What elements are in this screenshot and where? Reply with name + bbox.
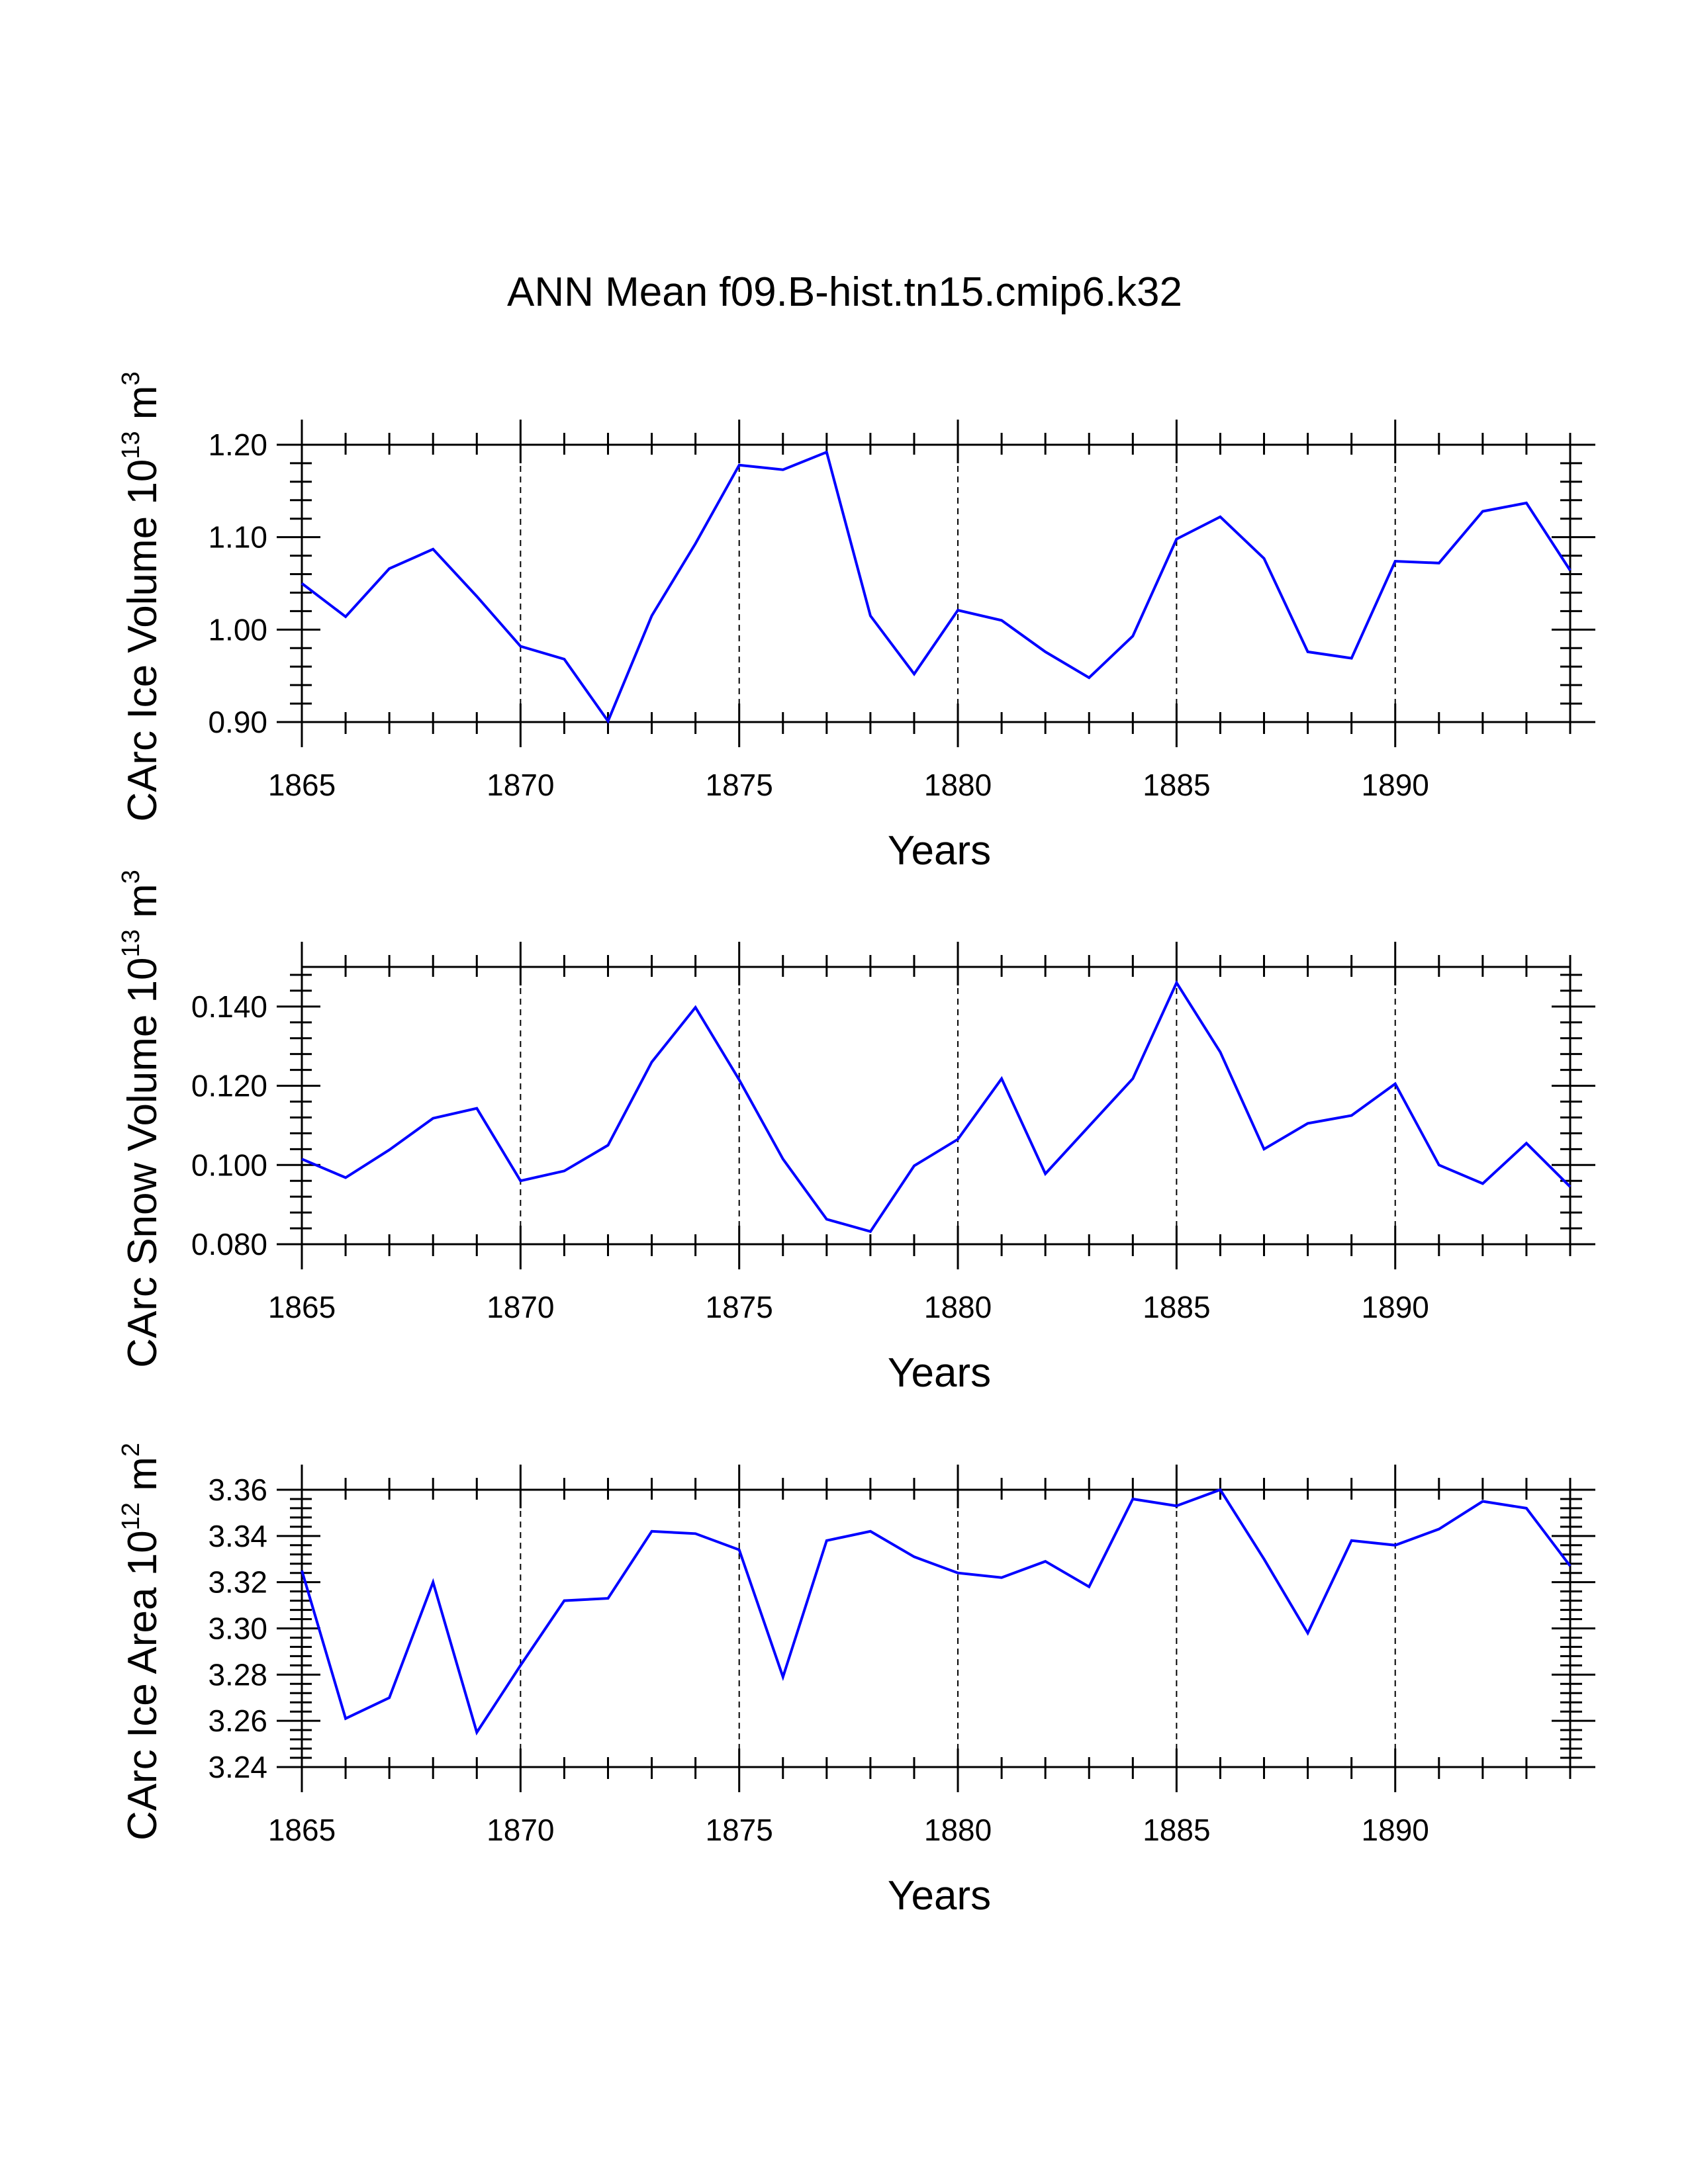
panel-3-y-axis-title-unit: m [120, 1457, 165, 1502]
panel-1-x-tick-label: 1870 [487, 768, 554, 802]
panel-1-y-tick-label: 1.00 [208, 612, 267, 647]
panel-3-x-tick-label: 1865 [268, 1813, 336, 1847]
panel-3-x-tick-label: 1890 [1362, 1813, 1429, 1847]
panel-2-x-tick-label: 1870 [487, 1290, 554, 1324]
panel-1-x-tick-label: 1865 [268, 768, 336, 802]
panel-2-x-axis-title: Years [888, 1350, 991, 1396]
panel-1-y-tick-label: 1.10 [208, 520, 267, 555]
panel-3-x-tick-label: 1880 [924, 1813, 992, 1847]
panel-2-y-tick-label: 0.080 [191, 1227, 267, 1261]
panel-3-series-line [301, 1488, 1571, 1736]
panel-2-series-line [301, 979, 1571, 1234]
panel-1-y-axis-title-text: CArc Ice Volume 10 [120, 459, 165, 822]
panel-1-x-axis-title: Years [888, 828, 991, 874]
panel-1-y-axis-title-exponent: 13 [117, 431, 145, 459]
panel-1: 1865 1870 1875 1880 1885 1890 0.90 1.00 1.10 1.20… [117, 371, 1595, 874]
panel-1-y-tick-label: 1.20 [208, 428, 267, 462]
panel-2-y-tick-label: 0.120 [191, 1069, 267, 1103]
panel-3-y-tick-label: 3.36 [208, 1473, 267, 1507]
panel-2-x-tick-label: 1885 [1143, 1290, 1210, 1324]
panel-2-x-tick-label: 1890 [1362, 1290, 1429, 1324]
panel-1-series-line [301, 450, 1571, 724]
panel-1-x-tick-label: 1885 [1143, 768, 1210, 802]
panel-3-y-axis-title: CArc Ice Area 1012 m2 [117, 1443, 165, 1841]
panel-2-y-axis-title-text: CArc Snow Volume 10 [120, 957, 165, 1367]
panel-3-x-axis-title: Years [888, 1873, 991, 1919]
panel-3-y-axis-title-unit-exponent: 2 [117, 1443, 145, 1457]
panel-2: 1865 1870 1875 1880 1885 1890 0.080 0.100 0.120 0… [117, 870, 1595, 1396]
panel-3-x-tick-label: 1875 [706, 1813, 773, 1847]
panel-2-y-axis-title-unit: m [120, 884, 165, 929]
panel-3-y-tick-label: 3.28 [208, 1657, 267, 1692]
panel-2-plot-frame [301, 966, 1571, 1246]
panel-3-y-axis-title-exponent: 12 [117, 1502, 145, 1530]
panel-3-x-tick-label: 1870 [487, 1813, 554, 1847]
panel-2-x-tick-label: 1875 [706, 1290, 773, 1324]
panel-3-y-tick-label: 3.30 [208, 1612, 267, 1646]
panel-3-y-tick-label: 3.34 [208, 1519, 267, 1553]
panel-3-y-axis-title-text: CArc Ice Area 10 [120, 1530, 165, 1841]
panel-1-y-axis-title-unit-exponent: 3 [117, 371, 145, 385]
chart-title: ANN Mean f09.B-hist.tn15.cmip6.k32 [507, 269, 1182, 315]
panel-3-y-tick-label: 3.24 [208, 1750, 267, 1784]
panel-3-y-tick-label: 3.26 [208, 1704, 267, 1738]
panel-2-y-tick-label: 0.140 [191, 989, 267, 1024]
panel-3-y-tick-label: 3.32 [208, 1565, 267, 1600]
panel-2-x-tick-label: 1880 [924, 1290, 992, 1324]
panel-3: 1865 1870 1875 1880 1885 1890 3.24 3.26 3.28 3.30… [117, 1443, 1595, 1919]
panel-2-y-axis-title-exponent: 13 [117, 929, 145, 957]
panel-3-plot-frame [301, 1488, 1571, 1768]
panel-2-y-axis-title-unit-exponent: 3 [117, 870, 145, 884]
panel-1-y-axis-title: CArc Ice Volume 1013 m3 [117, 371, 165, 821]
panel-1-x-tick-label: 1890 [1362, 768, 1429, 802]
panel-1-y-tick-label: 0.90 [208, 705, 267, 739]
panel-2-y-tick-label: 0.100 [191, 1148, 267, 1182]
panel-2-x-tick-label: 1865 [268, 1290, 336, 1324]
panel-3-x-tick-label: 1885 [1143, 1813, 1210, 1847]
panel-1-x-tick-label: 1880 [924, 768, 992, 802]
panel-2-y-axis-title: CArc Snow Volume 1013 m3 [117, 870, 165, 1368]
panels-group: 1865 1870 1875 1880 1885 1890 0.90 1.00 1.10 1.20… [117, 371, 1595, 1919]
panel-1-y-axis-title-unit: m [120, 386, 165, 432]
panel-1-x-tick-label: 1875 [706, 768, 773, 802]
